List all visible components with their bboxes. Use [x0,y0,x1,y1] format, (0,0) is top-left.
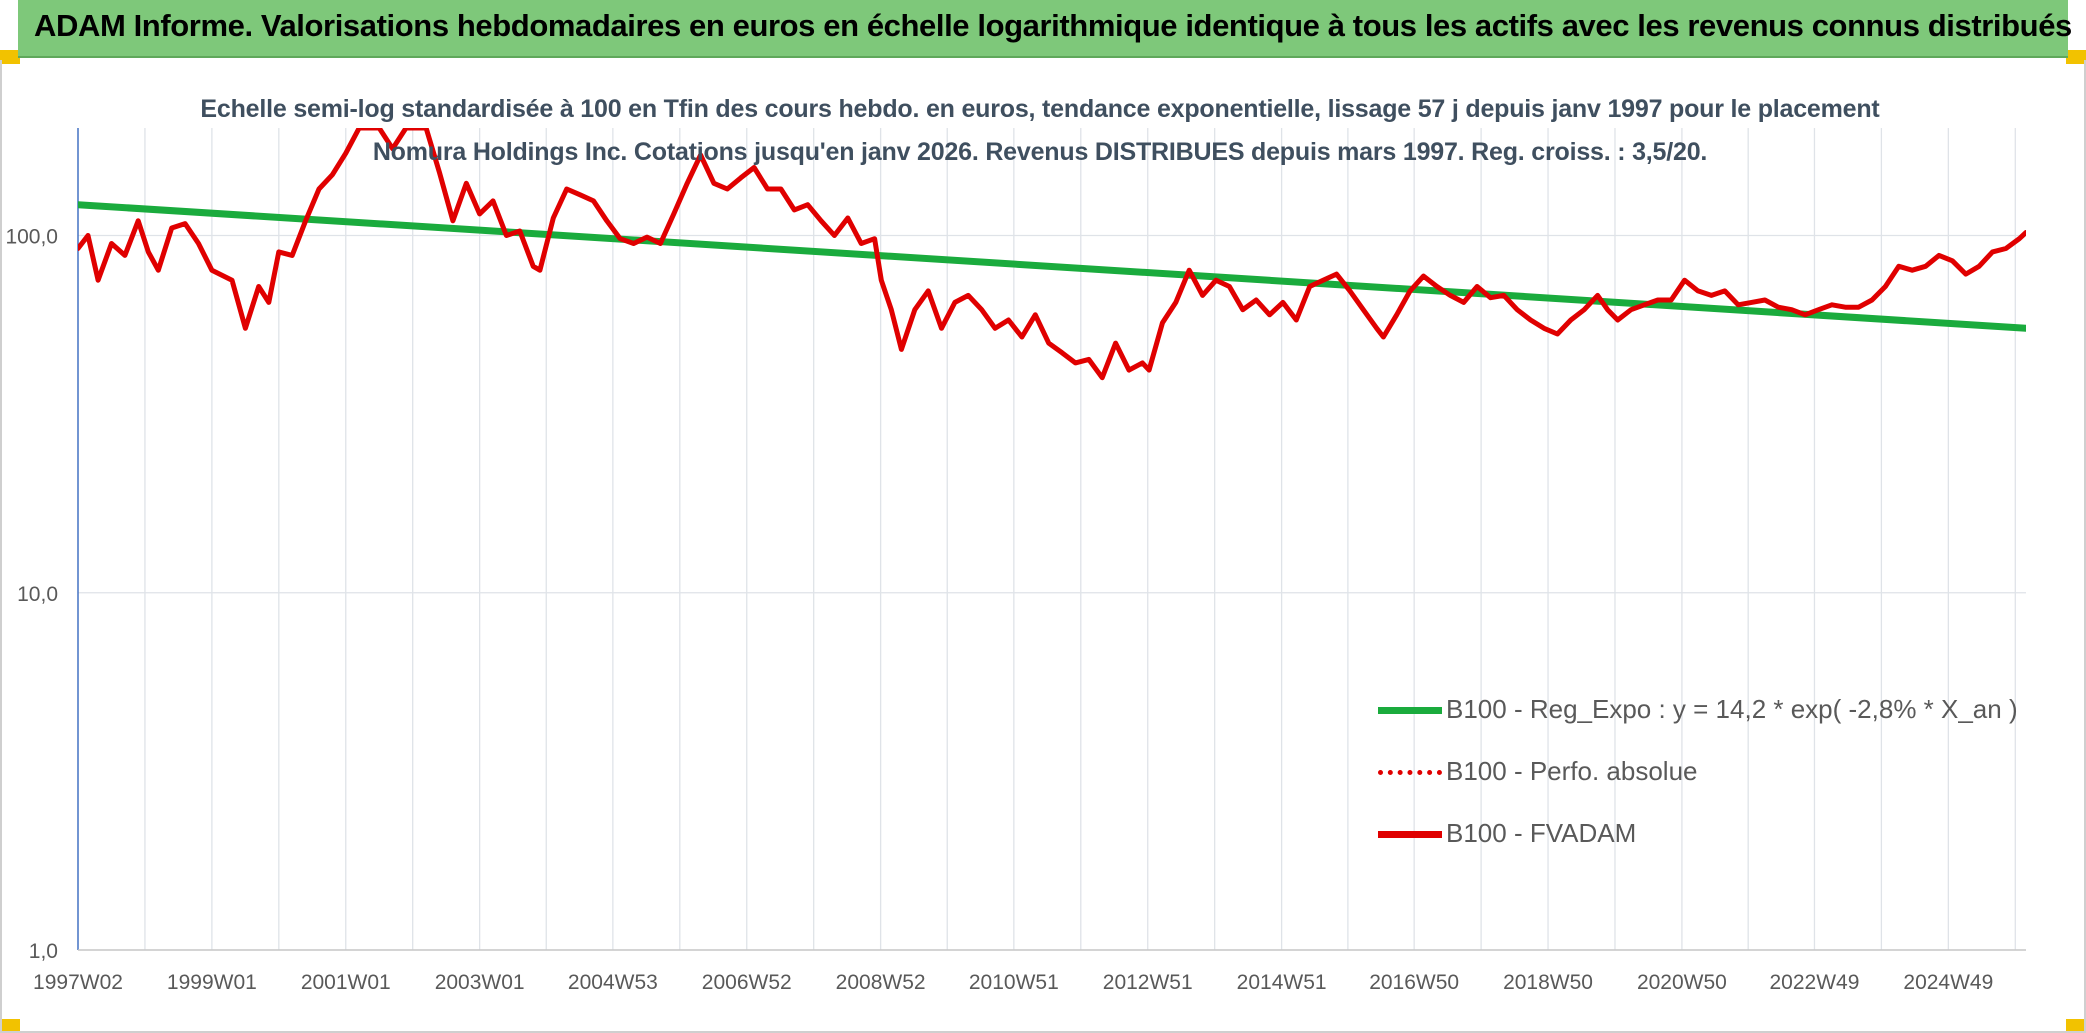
x-tick-label: 2010W51 [969,971,1059,994]
legend-swatch-fvadam [1378,831,1442,838]
x-tick-label: 2018W50 [1503,971,1593,994]
legend-swatch-trend [1378,707,1442,714]
legend-swatch-absolute [1378,770,1442,775]
x-tick-label: 2012W51 [1103,971,1193,994]
x-tick-label: 2020W50 [1637,971,1727,994]
series-group [78,128,2026,381]
x-tick-label: 2003W01 [435,971,525,994]
report-title: ADAM Informe. Valorisations hebdomadaire… [34,8,2072,43]
fvadam-line [78,128,2026,381]
x-tick-label: 2022W49 [1770,971,1860,994]
corner-accent-bottom-right [2066,1019,2086,1033]
legend-label-fvadam: B100 - FVADAM [1446,818,1637,848]
corner-accent-top-left [0,50,20,64]
corner-accent-bottom-left [0,1019,20,1033]
x-tick-label: 2008W52 [836,971,926,994]
y-tick-label: 100,0 [5,226,58,249]
x-tick-label: 2006W52 [702,971,792,994]
y-tick-label: 10,0 [17,583,58,606]
x-tick-label: 1999W01 [167,971,257,994]
corner-accent-top-right [2066,50,2086,64]
x-tick-label: 2014W51 [1237,971,1327,994]
x-tick-label: 2004W53 [568,971,658,994]
x-tick-label: 2016W50 [1369,971,1459,994]
chart-title: Echelle semi-log standardisée à 100 en T… [200,95,1880,166]
y-tick-label: 1,0 [29,940,58,963]
legend-label-trend: B100 - Reg_Expo : y = 14,2 * exp( -2,8% … [1446,694,2018,724]
x-tick-label: 2024W49 [1903,971,1993,994]
report-banner: ADAM Informe. Valorisations hebdomadaire… [18,0,2072,58]
legend-label-absolute: B100 - Perfo. absolue [1446,756,1698,786]
chart-frame [0,60,2086,1033]
trend-line [78,201,2026,332]
x-tick-label: 1997W02 [33,971,123,994]
x-tick-label: 2001W01 [301,971,391,994]
